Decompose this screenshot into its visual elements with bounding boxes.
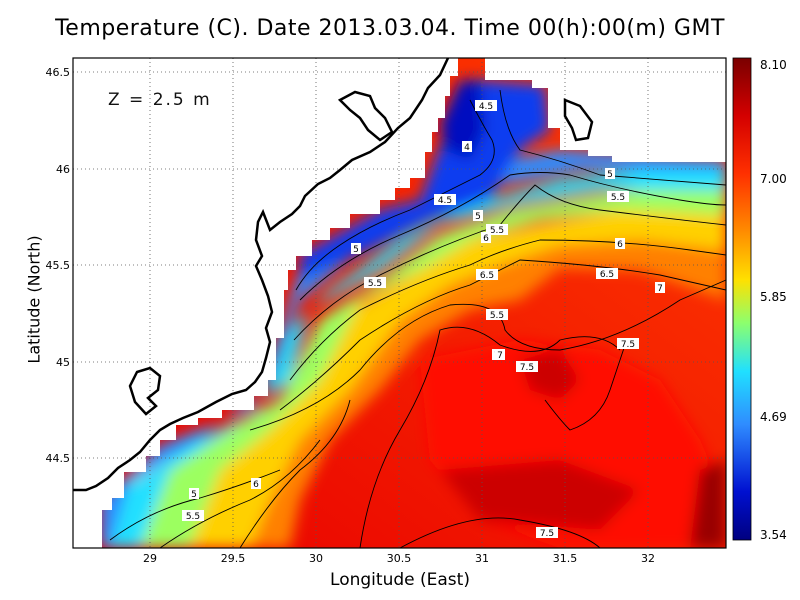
- x-tick: 29: [143, 552, 157, 565]
- x-tick: 32: [641, 552, 655, 565]
- contour-label-bg: [495, 349, 505, 360]
- contour-label: 7.5: [520, 363, 534, 373]
- plot-frame: [72, 57, 727, 549]
- temperature-field: [73, 58, 726, 548]
- contour-label-bg: [364, 277, 386, 288]
- contour-label: 5: [353, 245, 359, 255]
- contour-label: 6: [253, 480, 259, 490]
- contour-label: 7.5: [540, 529, 554, 539]
- contour-label-bg: [486, 309, 508, 320]
- contour-label-bg: [516, 361, 538, 372]
- contour-label-bg: [434, 194, 456, 205]
- colorbar-tick: 5.85: [760, 290, 787, 304]
- contour-label-bg: [351, 243, 361, 254]
- contour-label: 5.5: [490, 311, 504, 321]
- colorbar-tick: 4.69: [760, 410, 787, 424]
- x-tick: 30: [309, 552, 323, 565]
- contour-label: 7.5: [621, 340, 635, 350]
- coastline: [73, 57, 594, 492]
- contour-label-bg: [473, 210, 483, 221]
- x-axis-label: Longitude (East): [330, 570, 470, 590]
- contour-label-bg: [536, 527, 558, 538]
- y-tick: 45.5: [45, 259, 71, 272]
- contour-label: 5: [607, 170, 613, 180]
- contour-label-bg: [615, 238, 625, 249]
- contour-label: 5.5: [186, 512, 200, 522]
- y-tick: 46: [56, 163, 70, 176]
- contour-labels: 4.544.555.555.55.566.566.5777.57.555.567…: [182, 100, 665, 539]
- contour-label-bg: [607, 191, 629, 202]
- colorbar: [732, 57, 752, 541]
- contour-label: 4.5: [438, 196, 452, 206]
- contour-label-bg: [251, 478, 261, 489]
- contour-label-bg: [596, 268, 618, 279]
- contour-label-bg: [182, 510, 204, 521]
- x-tick: 31.5: [552, 552, 578, 565]
- contour-label: 4.5: [479, 102, 493, 112]
- contour-label: 5: [475, 212, 481, 222]
- contour-label-bg: [486, 224, 508, 235]
- contour-label-bg: [475, 100, 497, 111]
- contour-label: 5.5: [490, 226, 504, 236]
- depth-label: Z = 2.5 m: [108, 90, 212, 110]
- contour-label-bg: [462, 141, 472, 152]
- contour-label: 4: [464, 143, 470, 153]
- contour-label: 5.5: [611, 193, 625, 203]
- contour-label: 5: [191, 490, 197, 500]
- contour-label-bg: [476, 269, 498, 280]
- contour-label: 7: [657, 284, 663, 294]
- x-tick: 31: [475, 552, 489, 565]
- contour-label-bg: [605, 168, 615, 179]
- y-tick: 44.5: [45, 452, 71, 465]
- colorbar-tick: 7.00: [760, 172, 787, 186]
- contour-label: 6.5: [600, 270, 614, 280]
- y-tick: 45: [56, 356, 70, 369]
- contour-label: 7: [497, 351, 503, 361]
- contour-label: 6: [617, 240, 623, 250]
- contour-label-bg: [655, 282, 665, 293]
- grid-lines: [73, 58, 726, 548]
- contour-label-bg: [617, 338, 639, 349]
- colorbar-tick: 8.10: [760, 58, 787, 72]
- colorbar-tick: 3.54: [760, 528, 787, 542]
- contour-label-bg: [481, 232, 491, 243]
- contour-label: 6.5: [480, 271, 494, 281]
- contour-label: 6: [483, 234, 489, 244]
- x-tick: 30.5: [386, 552, 412, 565]
- x-tick: 29.5: [220, 552, 246, 565]
- contour-label-bg: [189, 488, 199, 499]
- contour-label: 5.5: [368, 279, 382, 289]
- y-tick: 46.5: [45, 66, 71, 79]
- chart-title: Temperature (C). Date 2013.03.04. Time 0…: [55, 16, 725, 41]
